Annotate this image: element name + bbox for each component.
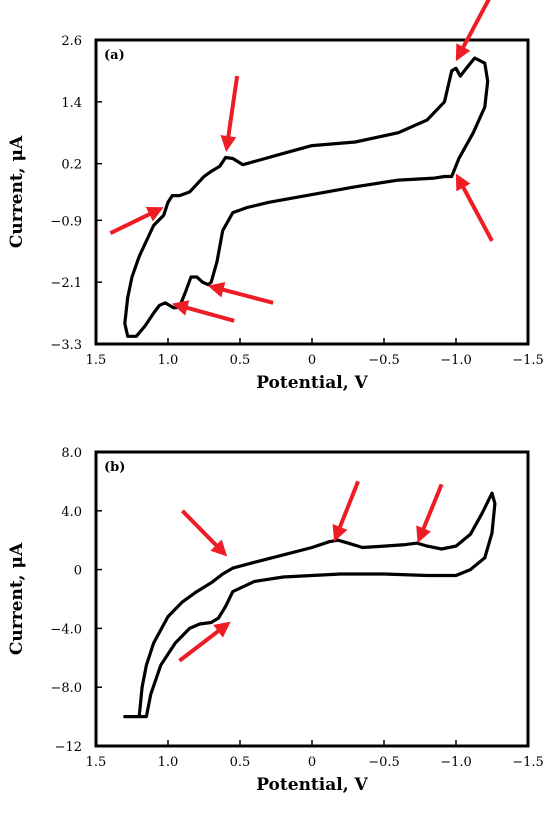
- x-tick-label: 0.5: [230, 755, 251, 770]
- plot-frame: [94, 38, 530, 346]
- peak-arrow-0: [180, 509, 228, 557]
- y-tick-label: 4.0: [61, 505, 82, 520]
- x-tick-label: 1.0: [158, 755, 179, 770]
- y-tick-label: 1.4: [61, 96, 82, 111]
- panel-label: (b): [104, 460, 125, 475]
- y-axis-label: Current, μA: [7, 135, 27, 248]
- y-tick-label: −8.0: [50, 681, 82, 696]
- panel-label: (a): [104, 48, 125, 63]
- x-tick-label: 0: [308, 353, 316, 368]
- x-tick-label: −1.5: [512, 755, 544, 770]
- peak-arrow-3: [455, 173, 494, 242]
- x-tick-label: 1.5: [86, 353, 107, 368]
- x-tick-label: 0: [308, 755, 316, 770]
- y-tick-label: 0: [74, 564, 82, 579]
- peak-arrow-0: [109, 207, 164, 236]
- cv-curve-series-0: [123, 56, 490, 338]
- peak-arrow-2: [416, 483, 444, 544]
- chart-panel-a: 1.5 1.0 0.5 0 −0.5 −1.0 −1.5 2.6 1.4 0.2 −0.9 −2.1 −…: [7, 0, 544, 393]
- peak-arrow-5: [171, 300, 235, 323]
- x-tick-label: −0.5: [368, 353, 400, 368]
- chart-panel-b: 1.5 1.0 0.5 0 −0.5 −1.0 −1.5 8.0 4.0 0 −4.0 −8.0 −12…: [7, 446, 544, 795]
- y-tick-label: −2.1: [50, 276, 82, 291]
- x-tick-label: 0.5: [230, 353, 251, 368]
- y-axis-label: Current, μA: [7, 542, 27, 655]
- x-tick-label: −1.0: [440, 755, 472, 770]
- peak-arrow-1: [332, 480, 360, 542]
- y-tick-label: 2.6: [61, 34, 82, 49]
- x-tick-label: −0.5: [368, 755, 400, 770]
- x-tick-label: −1.5: [512, 353, 544, 368]
- cv-curve-series-0: [123, 491, 497, 719]
- peak-arrow-1: [220, 75, 240, 152]
- y-tick-label: −3.3: [50, 338, 82, 353]
- x-tick-label: −1.0: [440, 353, 472, 368]
- x-axis-label: Potential, V: [256, 373, 368, 393]
- y-tick-label: 8.0: [61, 446, 82, 461]
- x-tick-label: 1.5: [86, 755, 107, 770]
- y-tick-label: −0.9: [50, 214, 82, 229]
- y-tick-label: 0.2: [61, 158, 82, 173]
- y-tick-label: −4.0: [50, 622, 82, 637]
- peak-arrow-4: [207, 282, 274, 305]
- x-axis-label: Potential, V: [256, 775, 368, 795]
- plot-frame: [94, 450, 530, 748]
- y-tick-label: −12: [55, 740, 82, 755]
- x-tick-label: 1.0: [158, 353, 179, 368]
- peak-arrow-3: [178, 621, 231, 663]
- peak-arrow-2: [455, 0, 491, 62]
